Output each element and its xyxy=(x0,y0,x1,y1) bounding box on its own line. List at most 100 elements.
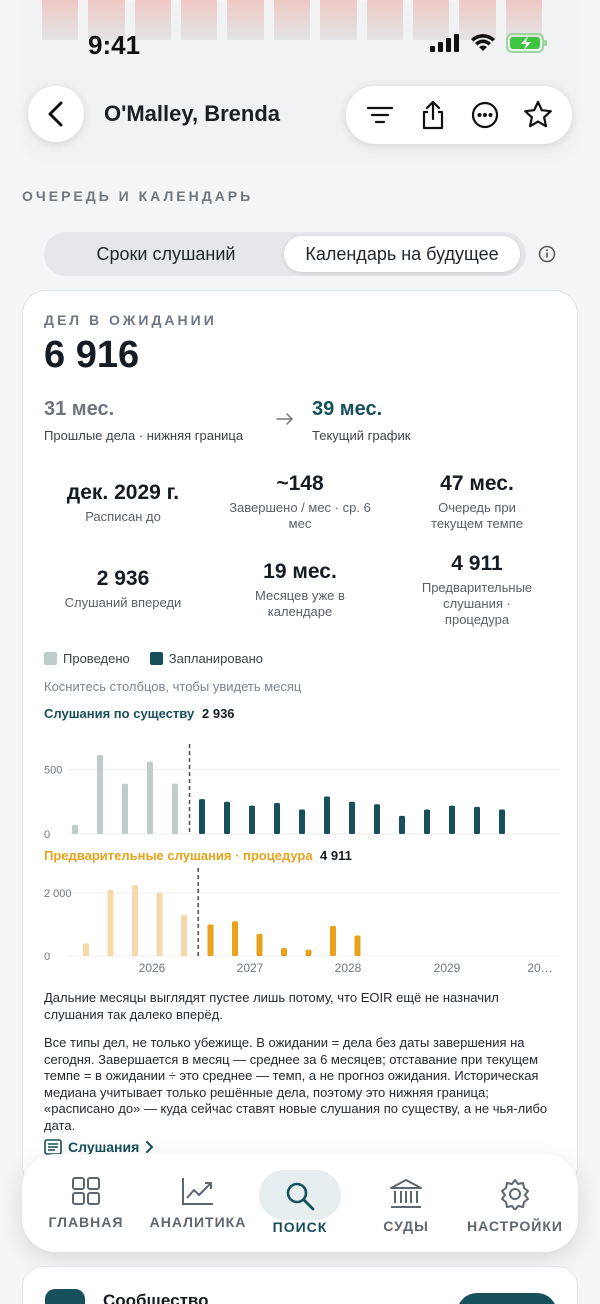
stat-hearings-ahead: 2 936 Слушаний впереди xyxy=(64,567,182,610)
tab-bar: ГЛАВНАЯ АНАЛИТИКА ПОИСК СУДЫ НАСТРОЙКИ xyxy=(22,1154,578,1252)
favorite-button[interactable] xyxy=(516,93,560,137)
share-icon xyxy=(422,100,443,130)
tab-settings-label: НАСТРОЙКИ xyxy=(467,1218,563,1234)
preliminary-hearings-chart[interactable]: 2 000 0 2026 2027 2028 2029 20… xyxy=(40,868,560,982)
info-icon[interactable] xyxy=(538,245,556,263)
bar-scheduled xyxy=(424,809,430,834)
x-tick-label: 2027 xyxy=(237,961,264,975)
tab-analytics-label: АНАЛИТИКА xyxy=(149,1214,247,1230)
tab-settings[interactable]: НАСТРОЙКИ xyxy=(460,1154,570,1252)
x-tick-label: 2028 xyxy=(335,961,362,975)
arrow-right-icon xyxy=(276,413,294,425)
tab-courts[interactable]: СУДЫ xyxy=(352,1154,460,1252)
legend-swatch-held xyxy=(44,652,57,665)
chevron-right-icon xyxy=(146,1141,154,1153)
community-title: Сообщество xyxy=(103,1291,209,1304)
stat-scheduled-until: дек. 2029 г. Расписан до xyxy=(66,481,180,524)
bar-scheduled xyxy=(305,949,312,956)
note-methodology: Все типы дел, не только убежище. В ожида… xyxy=(44,1035,548,1133)
signal-icon xyxy=(430,34,459,52)
chart2-total: 4 911 xyxy=(320,848,352,863)
pending-count: 6 916 xyxy=(44,334,140,376)
chart-trend-icon xyxy=(182,1178,213,1205)
bar-held xyxy=(122,783,128,834)
back-button[interactable] xyxy=(28,86,84,142)
bar-scheduled xyxy=(324,796,330,834)
gear-icon xyxy=(501,1179,529,1210)
bar-held xyxy=(97,755,103,834)
stat-queue-at-pace: 47 мес. Очередь при текущем темпе xyxy=(431,472,523,531)
community-icon xyxy=(45,1289,85,1304)
x-tick-label: 2026 xyxy=(139,961,166,975)
active-tab-highlight xyxy=(259,1170,341,1220)
note-far-months: Дальние месяцы выглядят пустее лишь пото… xyxy=(44,990,499,1022)
courthouse-icon xyxy=(390,1179,422,1208)
stat-months-in-calendar: 19 мес. Месяцев уже в календаре xyxy=(255,560,345,619)
chevron-left-icon xyxy=(48,101,63,127)
status-time: 9:41 xyxy=(88,30,141,60)
share-button[interactable] xyxy=(411,93,455,137)
bar-held xyxy=(172,783,178,834)
bar-scheduled xyxy=(499,809,505,834)
hearings-link-label: Слушания xyxy=(68,1139,140,1155)
faded-chart-background xyxy=(42,0,542,40)
bar-scheduled xyxy=(354,935,361,956)
chart-hint: Коснитесь столбцов, чтобы увидеть месяц xyxy=(44,679,302,694)
tab-future-calendar[interactable]: Календарь на будущее xyxy=(284,236,520,272)
past-cases-value: 31 мес. xyxy=(44,398,115,420)
status-bar: 9:41 xyxy=(0,0,600,80)
legend-held: Проведено xyxy=(63,651,130,666)
chart1-title: Слушания по существу xyxy=(44,706,195,721)
community-button[interactable] xyxy=(457,1293,557,1304)
past-cases-label: Прошлые дела · нижняя граница xyxy=(44,428,244,443)
bar-scheduled xyxy=(224,801,230,834)
bar-held xyxy=(72,824,78,834)
chart-legend: Проведено Запланировано xyxy=(44,651,263,666)
y-tick-label: 2 000 xyxy=(44,888,72,900)
star-icon xyxy=(523,100,552,128)
tab-hearing-times[interactable]: Сроки слушаний xyxy=(96,243,236,264)
merits-hearings-chart[interactable]: 500 0 xyxy=(40,726,560,842)
hearings-link[interactable]: Слушания xyxy=(44,1139,155,1155)
x-tick-label: 2029 xyxy=(434,961,461,975)
community-card[interactable]: Сообщество xyxy=(22,1266,578,1304)
tab-search[interactable]: ПОИСК xyxy=(258,1154,342,1252)
bar-scheduled xyxy=(274,802,280,834)
bar-held xyxy=(83,943,89,956)
queue-card xyxy=(22,290,578,1190)
bar-scheduled xyxy=(299,809,305,834)
page-title: O'Malley, Brenda xyxy=(104,101,280,126)
legend-swatch-scheduled xyxy=(149,652,163,665)
x-tick-label: 20… xyxy=(527,961,552,975)
y-tick-label: 0 xyxy=(44,829,50,841)
battery-icon xyxy=(506,33,547,53)
tab-analytics[interactable]: АНАЛИТИКА xyxy=(138,1154,258,1252)
search-icon xyxy=(286,1182,315,1211)
bar-scheduled xyxy=(330,926,336,956)
bar-held xyxy=(107,889,114,956)
current-schedule-value: 39 мес. xyxy=(312,398,383,420)
bar-scheduled xyxy=(249,805,255,834)
y-tick-label: 0 xyxy=(44,951,50,963)
bar-scheduled xyxy=(256,933,263,956)
chart1-total: 2 936 xyxy=(202,706,235,721)
bar-scheduled xyxy=(474,806,480,834)
bar-held xyxy=(181,915,187,956)
bar-scheduled xyxy=(199,799,205,834)
more-button[interactable] xyxy=(463,93,507,137)
list-doc-icon xyxy=(44,1139,62,1155)
pending-label: ДЕЛ В ОЖИДАНИИ xyxy=(44,312,217,328)
more-icon xyxy=(472,101,499,129)
bar-scheduled xyxy=(207,924,214,956)
filter-button[interactable] xyxy=(358,93,402,137)
bar-scheduled xyxy=(281,948,287,956)
header-actions xyxy=(346,86,572,144)
current-schedule-label: Текущий график xyxy=(312,428,411,443)
tab-home[interactable]: ГЛАВНАЯ xyxy=(34,1154,138,1252)
stat-completed-per-month: ~148 Завершено / мес · ср. 6 мес xyxy=(229,472,371,531)
filter-lines-icon xyxy=(367,106,394,124)
tab-courts-label: СУДЫ xyxy=(383,1218,429,1234)
bar-held xyxy=(132,885,138,956)
bar-scheduled xyxy=(399,815,405,834)
bar-held xyxy=(156,892,163,956)
